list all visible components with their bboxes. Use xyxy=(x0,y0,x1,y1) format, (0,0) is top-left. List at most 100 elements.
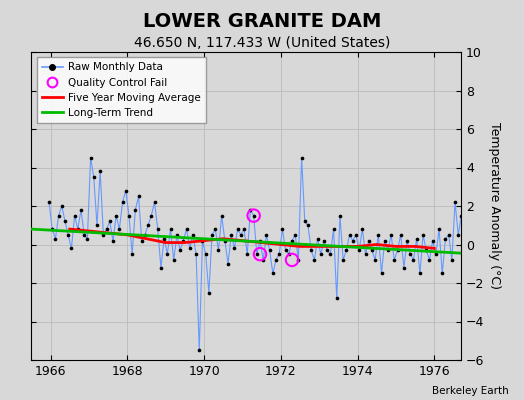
Point xyxy=(160,236,168,242)
Point xyxy=(192,251,200,257)
Point xyxy=(288,238,296,244)
Point xyxy=(230,245,238,252)
Point xyxy=(365,238,373,244)
Point xyxy=(224,260,232,267)
Point xyxy=(323,247,331,254)
Point xyxy=(189,232,197,238)
Point xyxy=(291,232,299,238)
Point xyxy=(115,226,124,232)
Point xyxy=(269,270,277,276)
Point xyxy=(198,238,206,244)
Point xyxy=(345,232,354,238)
Point xyxy=(83,236,92,242)
Point xyxy=(339,257,347,263)
Point xyxy=(298,155,306,161)
Point xyxy=(58,203,66,209)
Point xyxy=(157,264,165,271)
Point xyxy=(112,212,121,219)
Point xyxy=(73,226,82,232)
Point xyxy=(99,232,107,238)
Point xyxy=(109,238,117,244)
Point xyxy=(48,226,57,232)
Point xyxy=(394,247,402,254)
Point xyxy=(387,232,395,238)
Point xyxy=(106,218,114,225)
Point xyxy=(237,232,245,238)
Point xyxy=(173,232,181,238)
Point xyxy=(205,290,213,296)
Point xyxy=(390,257,398,263)
Point xyxy=(429,238,437,244)
Point xyxy=(278,226,287,232)
Point xyxy=(221,238,229,244)
Point xyxy=(419,232,427,238)
Point xyxy=(432,251,440,257)
Point xyxy=(294,257,302,263)
Point xyxy=(249,212,258,219)
Point xyxy=(288,257,296,263)
Point xyxy=(122,187,130,194)
Point xyxy=(457,212,466,219)
Point xyxy=(93,222,101,228)
Point xyxy=(416,270,424,276)
Point xyxy=(412,236,421,242)
Text: 46.650 N, 117.433 W (United States): 46.650 N, 117.433 W (United States) xyxy=(134,36,390,50)
Point xyxy=(444,232,453,238)
Point xyxy=(137,238,146,244)
Point xyxy=(256,238,264,244)
Point xyxy=(259,257,267,263)
Point xyxy=(202,251,210,257)
Point xyxy=(176,247,184,254)
Point xyxy=(301,218,309,225)
Point xyxy=(266,247,274,254)
Point xyxy=(461,295,469,302)
Text: Berkeley Earth: Berkeley Earth xyxy=(432,386,508,396)
Point xyxy=(304,222,312,228)
Point xyxy=(182,226,191,232)
Point xyxy=(326,251,334,257)
Point xyxy=(169,257,178,263)
Point xyxy=(150,199,159,205)
Point xyxy=(262,232,270,238)
Point xyxy=(163,251,171,257)
Point xyxy=(45,199,53,205)
Point xyxy=(447,257,456,263)
Point xyxy=(368,247,376,254)
Point xyxy=(342,247,351,254)
Point xyxy=(422,247,431,254)
Point xyxy=(211,226,220,232)
Point xyxy=(425,257,434,263)
Point xyxy=(256,251,264,257)
Point xyxy=(128,251,136,257)
Point xyxy=(208,232,216,238)
Point xyxy=(102,226,111,232)
Point xyxy=(141,232,149,238)
Point xyxy=(243,251,252,257)
Point xyxy=(307,247,315,254)
Point xyxy=(96,168,104,174)
Point xyxy=(185,245,194,252)
Legend: Raw Monthly Data, Quality Control Fail, Five Year Moving Average, Long-Term Tren: Raw Monthly Data, Quality Control Fail, … xyxy=(37,57,206,123)
Point xyxy=(166,226,174,232)
Point xyxy=(400,264,408,271)
Point xyxy=(464,232,472,238)
Point xyxy=(384,247,392,254)
Point xyxy=(70,212,79,219)
Point xyxy=(348,238,357,244)
Point xyxy=(451,199,459,205)
Point xyxy=(61,218,69,225)
Point xyxy=(358,226,366,232)
Point xyxy=(54,212,63,219)
Point xyxy=(125,212,133,219)
Point xyxy=(147,212,156,219)
Point xyxy=(234,226,242,232)
Point xyxy=(406,251,414,257)
Point xyxy=(144,222,152,228)
Point xyxy=(214,247,223,254)
Point xyxy=(454,232,463,238)
Point xyxy=(380,238,389,244)
Point xyxy=(403,238,411,244)
Point xyxy=(154,226,162,232)
Point xyxy=(118,199,127,205)
Point xyxy=(131,207,139,213)
